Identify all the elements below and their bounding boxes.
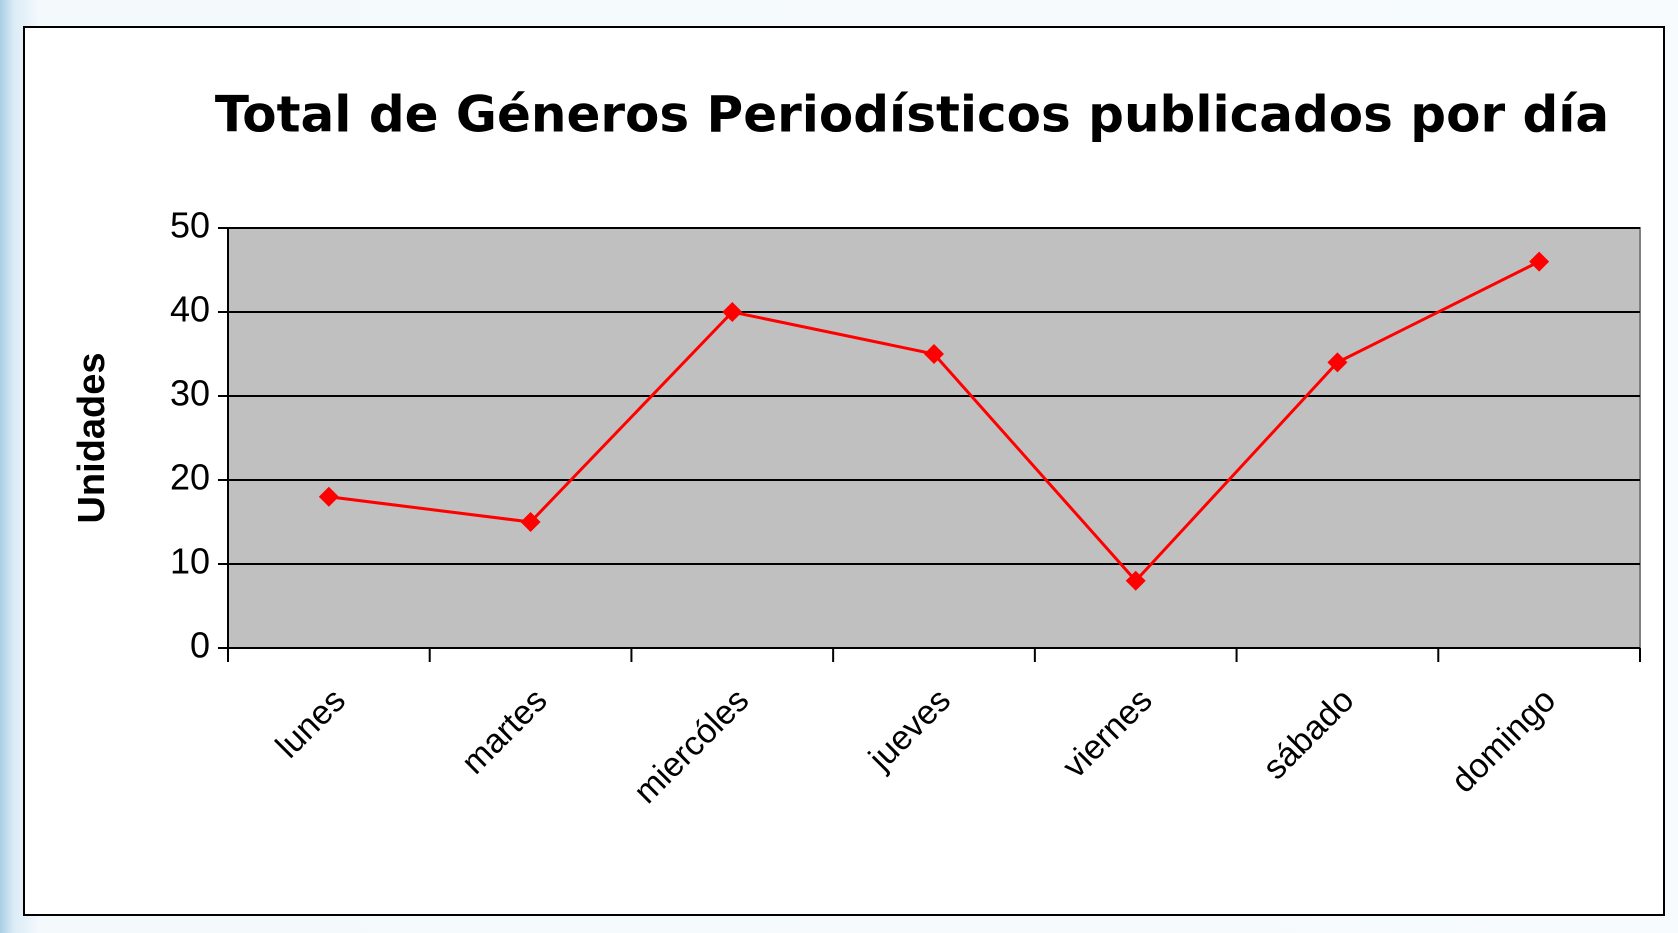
data-point <box>1529 251 1550 272</box>
data-point <box>520 512 541 532</box>
y-tick-label: 0 <box>190 625 210 666</box>
y-tick-label: 40 <box>170 289 210 330</box>
data-point <box>318 486 339 507</box>
data-point <box>924 344 944 364</box>
y-tick-label: 30 <box>170 373 210 414</box>
y-tick-label: 10 <box>170 541 210 582</box>
y-axis-label: Unidades <box>71 352 113 523</box>
chart-title: Total de Géneros Periodísticos publicado… <box>215 86 1609 144</box>
y-tick-label: 20 <box>170 457 210 498</box>
data-point <box>1327 352 1348 373</box>
y-tick-label: 50 <box>170 205 210 246</box>
data-point <box>1125 570 1146 591</box>
plot-area <box>227 227 1641 649</box>
data-point <box>722 302 743 322</box>
